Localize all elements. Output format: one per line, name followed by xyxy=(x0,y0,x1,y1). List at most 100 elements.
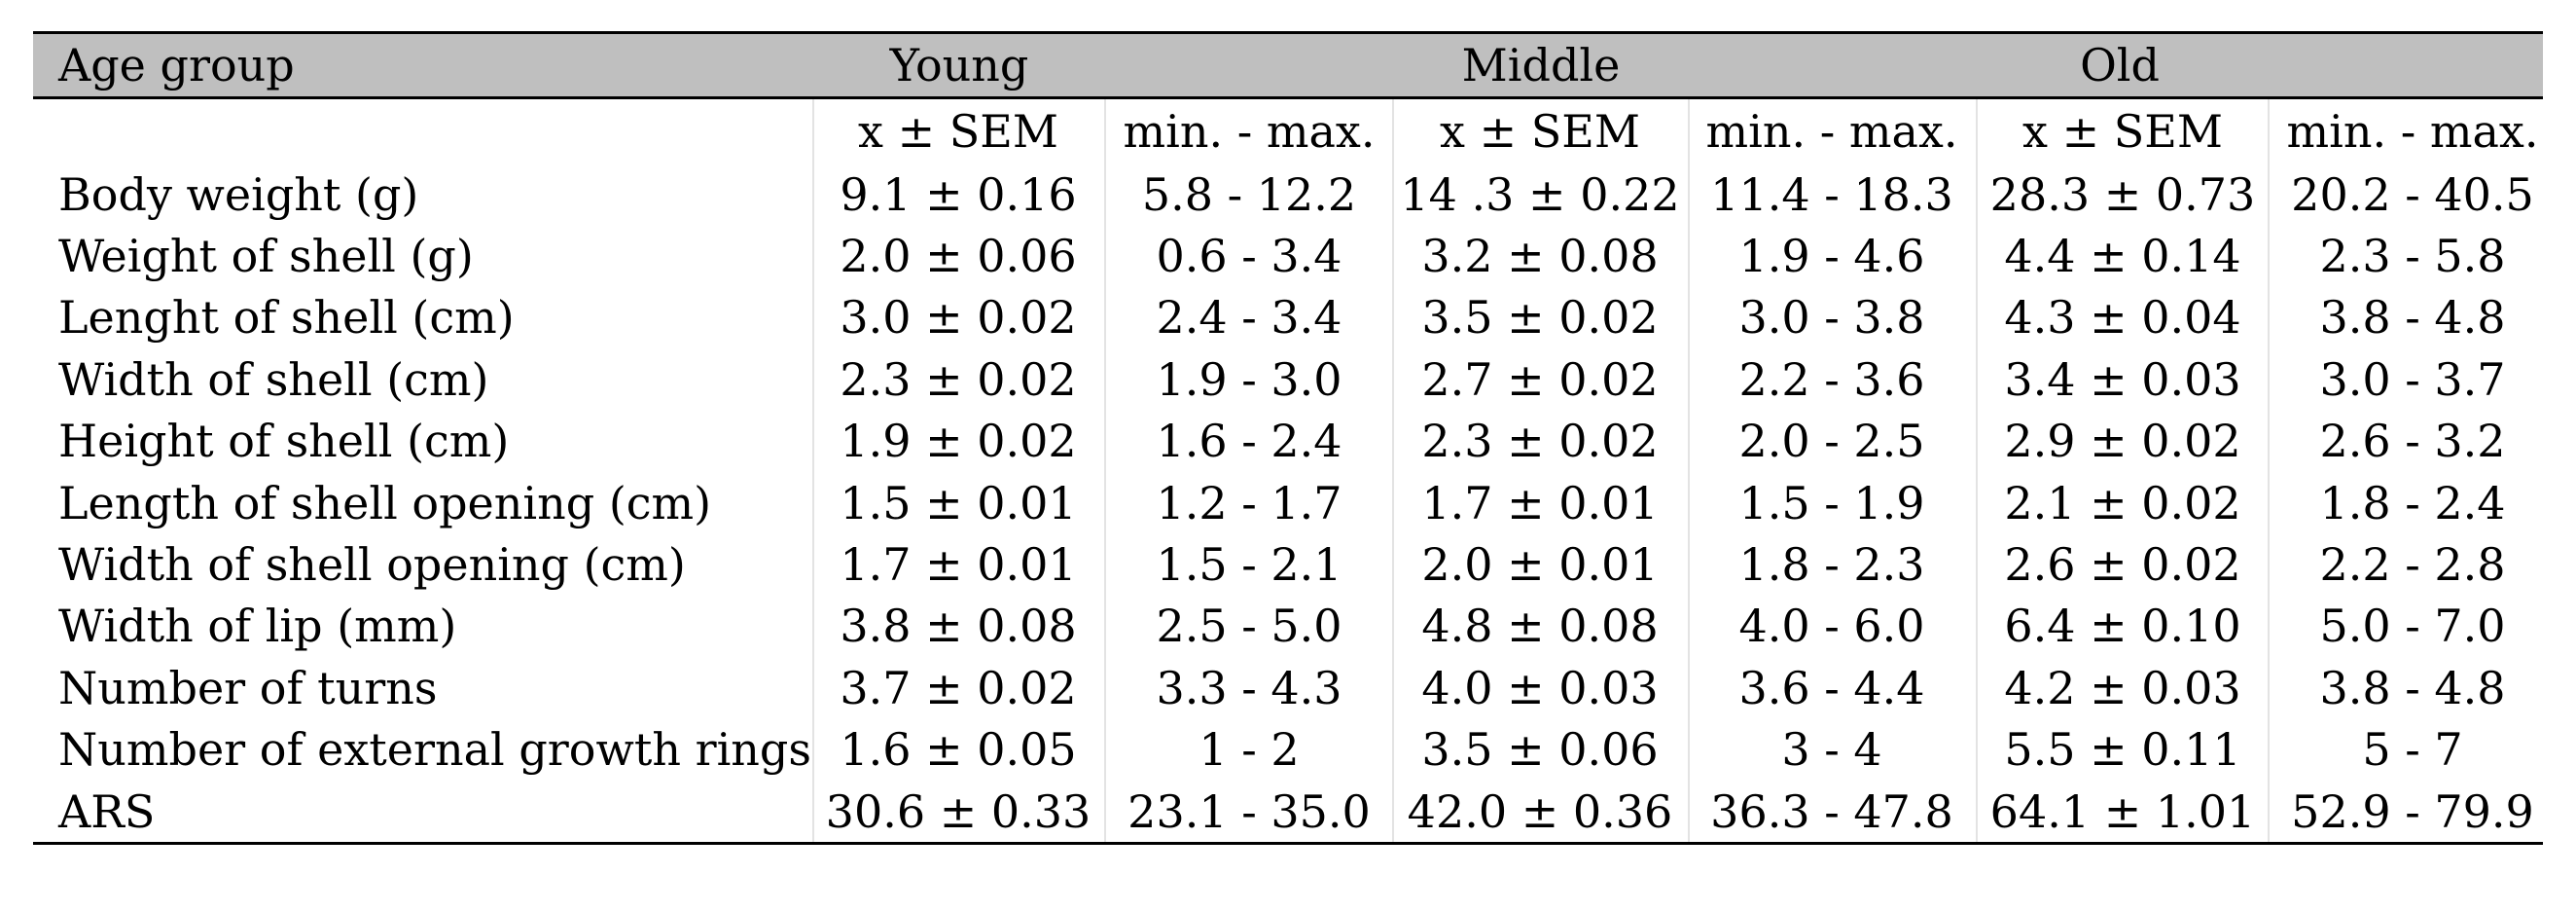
table-cell: 1.8 - 2.4 xyxy=(2319,476,2506,529)
subheader-cell: min. - max. xyxy=(1123,105,1376,158)
table-body: x ± SEM min. - max. x ± SEM min. - max. x ± … xyxy=(33,99,2543,842)
table-cell: 2.2 - 2.8 xyxy=(2319,538,2506,592)
table-cell: 1.7 ± 0.01 xyxy=(840,538,1077,592)
table-cell: 4.0 ± 0.03 xyxy=(1421,661,1659,714)
table-cell: 2.6 - 3.2 xyxy=(2319,415,2506,468)
table-cell: 1.9 ± 0.02 xyxy=(840,415,1077,468)
table-cell: 2.6 ± 0.02 xyxy=(2004,538,2241,592)
column-separator xyxy=(1104,37,1106,843)
table-row: Height of shell (cm) 1.9 ± 0.02 1.6 - 2.4 2… xyxy=(33,411,2543,472)
table-cell: 2.0 ± 0.06 xyxy=(840,230,1077,283)
table-row: Width of shell (cm) 2.3 ± 0.02 1.9 - 3.0 2.… xyxy=(33,348,2543,410)
table-cell: 0.6 - 3.4 xyxy=(1156,230,1342,283)
subheader-cell: x ± SEM xyxy=(2022,105,2223,158)
row-label: Width of shell (cm) xyxy=(58,352,489,406)
table-cell: 5.0 - 7.0 xyxy=(2319,600,2506,653)
table-cell: 23.1 - 35.0 xyxy=(1127,784,1371,838)
table-cell: 2.7 ± 0.02 xyxy=(1421,352,1659,406)
table-cell: 3.8 ± 0.08 xyxy=(840,600,1077,653)
data-table: Age group Young Middle Old x ± SEM min. -… xyxy=(33,31,2543,846)
column-separator xyxy=(1392,37,1394,843)
table-cell: 3.6 - 4.4 xyxy=(1738,661,1925,714)
table-cell: 1.5 ± 0.01 xyxy=(840,476,1077,529)
subheader-cell: x ± SEM xyxy=(858,105,1058,158)
table-cell: 4.4 ± 0.14 xyxy=(2004,230,2241,283)
table-cell: 1 - 2 xyxy=(1199,723,1300,777)
row-label: ARS xyxy=(58,784,156,838)
table-cell: 3.7 ± 0.02 xyxy=(840,661,1077,714)
table-row: Length of shell opening (cm) 1.5 ± 0.01 1.… xyxy=(33,472,2543,533)
row-label: Body weight (g) xyxy=(58,167,419,221)
table-cell: 4.2 ± 0.03 xyxy=(2004,661,2241,714)
table-cell: 1.6 ± 0.05 xyxy=(840,723,1077,777)
table-cell: 1.9 - 3.0 xyxy=(1156,352,1342,406)
table-header: Age group Young Middle Old xyxy=(33,34,2543,99)
row-label: Number of external growth rings xyxy=(58,723,811,777)
subheader-cell: min. - max. xyxy=(2286,105,2539,158)
table-cell: 5 - 7 xyxy=(2362,723,2463,777)
header-group-middle: Middle xyxy=(1461,39,1621,91)
header-group-young: Young xyxy=(889,39,1029,91)
table-cell: 5.5 ± 0.11 xyxy=(2004,723,2241,777)
table-cell: 3.3 - 4.3 xyxy=(1156,661,1342,714)
subheader-cell: x ± SEM xyxy=(1440,105,1640,158)
table-row: Lenght of shell (cm) 3.0 ± 0.02 2.4 - 3.4 3… xyxy=(33,287,2543,348)
table-cell: 52.9 - 79.9 xyxy=(2291,784,2534,838)
table-cell: 2.3 - 5.8 xyxy=(2319,230,2506,283)
table-cell: 4.3 ± 0.04 xyxy=(2004,291,2241,345)
table-cell: 28.3 ± 0.73 xyxy=(1989,167,2256,221)
table-row: Weight of shell (g) 2.0 ± 0.06 0.6 - 3.4 3.… xyxy=(33,225,2543,286)
table-cell: 4.8 ± 0.08 xyxy=(1421,600,1659,653)
table-row: Width of shell opening (cm) 1.7 ± 0.01 1.5… xyxy=(33,533,2543,595)
table-cell: 3.0 ± 0.02 xyxy=(840,291,1077,345)
table-cell: 1.5 - 1.9 xyxy=(1738,476,1925,529)
table-cell: 64.1 ± 1.01 xyxy=(1989,784,2256,838)
subheader-cell: min. - max. xyxy=(1705,105,1958,158)
row-label: Length of shell opening (cm) xyxy=(58,476,712,529)
subheader-row: x ± SEM min. - max. x ± SEM min. - max. x ± … xyxy=(33,99,2543,164)
header-age-group: Age group xyxy=(58,39,295,91)
table-cell: 30.6 ± 0.33 xyxy=(825,784,1091,838)
table-cell: 2.0 - 2.5 xyxy=(1738,415,1925,468)
table-cell: 2.2 - 3.6 xyxy=(1738,352,1925,406)
table-cell: 3.4 ± 0.03 xyxy=(2004,352,2241,406)
table-cell: 6.4 ± 0.10 xyxy=(2004,600,2241,653)
table-row: Body weight (g) 9.1 ± 0.16 5.8 - 12.2 14 .3… xyxy=(33,164,2543,225)
table-cell: 3.8 - 4.8 xyxy=(2319,661,2506,714)
table-row: Number of turns 3.7 ± 0.02 3.3 - 4.3 4.0 ± … xyxy=(33,657,2543,718)
table-cell: 14 .3 ± 0.22 xyxy=(1400,167,1680,221)
column-separator xyxy=(1976,37,1978,843)
table-row: Number of external growth rings 1.6 ± 0.0… xyxy=(33,719,2543,781)
row-label: Width of shell opening (cm) xyxy=(58,538,686,592)
table-cell: 3.5 ± 0.06 xyxy=(1421,723,1659,777)
table-row: ARS 30.6 ± 0.33 23.1 - 35.0 42.0 ± 0.36 36.3… xyxy=(33,781,2543,842)
table-cell: 3.0 - 3.7 xyxy=(2319,352,2506,406)
row-label: Number of turns xyxy=(58,661,438,714)
table-cell: 1.5 - 2.1 xyxy=(1156,538,1342,592)
table-row: Width of lip (mm) 3.8 ± 0.08 2.5 - 5.0 4.8 … xyxy=(33,596,2543,657)
table-cell: 3 - 4 xyxy=(1781,723,1882,777)
table-cell: 1.2 - 1.7 xyxy=(1156,476,1342,529)
table-cell: 2.3 ± 0.02 xyxy=(1421,415,1659,468)
table-cell: 3.5 ± 0.02 xyxy=(1421,291,1659,345)
table-cell: 1.6 - 2.4 xyxy=(1156,415,1342,468)
table-cell: 1.8 - 2.3 xyxy=(1738,538,1925,592)
column-separator xyxy=(812,37,814,843)
table-cell: 9.1 ± 0.16 xyxy=(840,167,1077,221)
table-cell: 42.0 ± 0.36 xyxy=(1407,784,1673,838)
row-label: Height of shell (cm) xyxy=(58,415,510,468)
row-label: Lenght of shell (cm) xyxy=(58,291,515,345)
table-cell: 2.0 ± 0.01 xyxy=(1421,538,1659,592)
row-label: Width of lip (mm) xyxy=(58,600,457,653)
table-cell: 4.0 - 6.0 xyxy=(1738,600,1925,653)
table-cell: 5.8 - 12.2 xyxy=(1141,167,1357,221)
header-group-old: Old xyxy=(2080,39,2160,91)
table-cell: 3.0 - 3.8 xyxy=(1738,291,1925,345)
table-cell: 20.2 - 40.5 xyxy=(2291,167,2534,221)
column-separator xyxy=(2268,37,2270,843)
table-cell: 1.7 ± 0.01 xyxy=(1421,476,1659,529)
table-cell: 2.9 ± 0.02 xyxy=(2004,415,2241,468)
table-cell: 1.9 - 4.6 xyxy=(1738,230,1925,283)
table-cell: 2.4 - 3.4 xyxy=(1156,291,1342,345)
table-cell: 2.3 ± 0.02 xyxy=(840,352,1077,406)
